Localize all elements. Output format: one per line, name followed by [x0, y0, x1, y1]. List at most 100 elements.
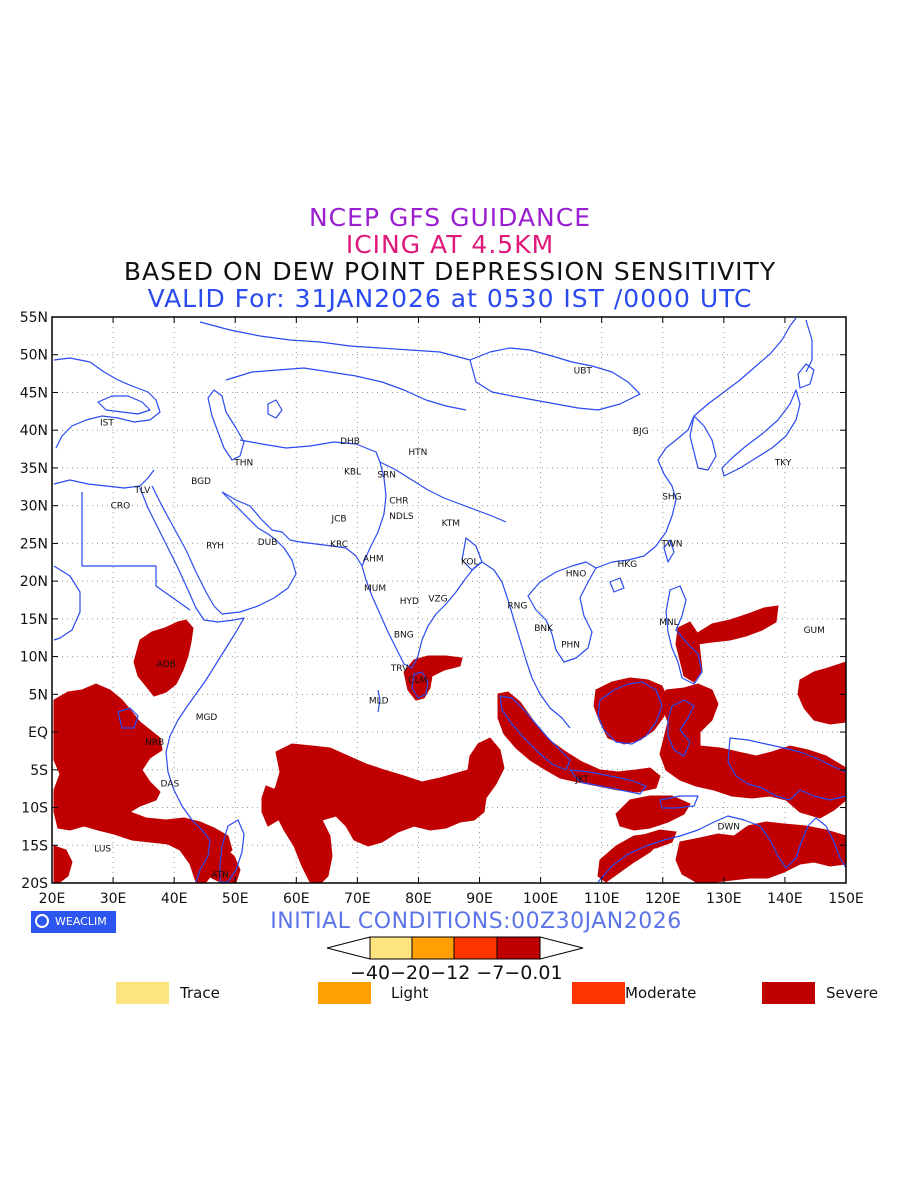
- coast-sumatra: [499, 695, 571, 771]
- legend-label-severe: Severe: [826, 984, 878, 1002]
- coast-horn-africa: [165, 617, 245, 841]
- lon-label: 50E: [222, 891, 249, 907]
- city-label: DWN: [717, 822, 740, 832]
- city-label: HYD: [400, 597, 419, 607]
- city-label: IST: [100, 419, 114, 429]
- lat-label: 5N: [29, 687, 48, 703]
- city-label: TWN: [660, 539, 682, 549]
- coast-red-sea-west: [139, 487, 205, 621]
- title-line-4: VALID For: 31JAN2026 at 0530 IST /0000 U…: [147, 284, 753, 313]
- city-label: DHB: [340, 437, 360, 447]
- lon-label: 70E: [344, 891, 371, 907]
- coast-persian-gulf: [221, 491, 301, 543]
- colorbar-segment-moderate: [453, 936, 498, 960]
- city-label: KBL: [344, 468, 361, 478]
- city-label: MNL: [659, 618, 679, 628]
- city-label: KRC: [330, 540, 348, 550]
- city-label: JCB: [330, 514, 346, 524]
- lon-label: 100E: [523, 891, 559, 907]
- city-label: BNG: [394, 631, 414, 641]
- lat-label: 45N: [20, 385, 48, 401]
- city-label: MGD: [196, 713, 218, 723]
- colorbar: [326, 936, 584, 960]
- city-label: UBT: [574, 367, 593, 377]
- coast-europe-turkey: [53, 357, 161, 449]
- coast-indochina: [527, 561, 597, 663]
- city-label: VZG: [428, 594, 447, 604]
- lon-label: 40E: [161, 891, 188, 907]
- lat-label: 40N: [20, 423, 48, 439]
- coast-new-guinea: [727, 737, 846, 801]
- city-label: BNK: [534, 624, 554, 634]
- icing-region-sri-lanka: [403, 655, 463, 701]
- city-label: CHR: [389, 496, 408, 506]
- city-label: BJG: [633, 427, 649, 437]
- lat-label: 35N: [20, 461, 48, 477]
- lat-label: 15S: [21, 838, 48, 854]
- colorbar-tick-labels: −40−20−12 −7−0.01: [350, 962, 563, 984]
- city-label: MLD: [369, 696, 389, 706]
- legend-swatch-severe: [762, 982, 815, 1004]
- city-label: SRN: [377, 471, 396, 481]
- city-label: TKY: [774, 459, 792, 469]
- coast-maldives: [377, 689, 381, 713]
- map-frame: [51, 316, 847, 884]
- title-line-3: BASED ON DEW POINT DEPRESSION SENSITIVIT…: [123, 257, 777, 286]
- lat-label: 20S: [21, 876, 48, 892]
- city-label: TLV: [134, 486, 152, 496]
- city-label: KTM: [442, 519, 460, 529]
- icing-region-indian-ocean-west: [261, 785, 283, 827]
- city-label: GUM: [804, 626, 825, 636]
- lon-label: 60E: [283, 891, 310, 907]
- icing-regions: [53, 605, 846, 883]
- legend-swatch-trace: [116, 982, 169, 1004]
- icing-region-southern-africa: [53, 845, 73, 883]
- city-label: DAS: [161, 779, 180, 789]
- icing-region-sulawesi: [659, 683, 846, 819]
- coastlines: [53, 317, 846, 883]
- colorbar-segment-severe: [496, 936, 541, 960]
- title-line-1: NCEP GFS GUIDANCE: [308, 203, 591, 232]
- coast-china: [595, 415, 695, 569]
- coast-japan: [721, 389, 801, 477]
- city-label: NRB: [145, 738, 164, 748]
- lat-label: 50N: [20, 348, 48, 364]
- coast-lake-victoria: [117, 707, 139, 729]
- coast-timor: [659, 795, 699, 809]
- border-india: [361, 461, 387, 567]
- longitude-labels: 20E 30E 40E 50E 60E 70E 80E 90E 100E 110E 120E 130E…: [39, 891, 864, 907]
- coast-mozambique: [195, 839, 211, 883]
- icing-region-mozambique: [195, 839, 241, 883]
- city-label: BGD: [191, 477, 211, 487]
- coast-sri-lanka: [411, 671, 429, 699]
- city-label: RYH: [206, 542, 224, 552]
- city-label: ATN: [211, 871, 229, 881]
- legend-label-moderate: Moderate: [625, 984, 697, 1002]
- icing-map: 55N 50N 45N 40N 35N 30N 25N 20N 15N 10N 5N EQ 5S 10S 1…: [20, 310, 864, 960]
- icing-region-banda-sea: [615, 795, 691, 831]
- coast-sakhalin: [805, 319, 813, 373]
- coast-philippines: [665, 585, 703, 685]
- coast-australia-north: [597, 815, 846, 883]
- city-label: MUM: [364, 584, 386, 594]
- weaclim-logo: WEACLIM: [31, 911, 116, 933]
- lon-label: 120E: [645, 891, 681, 907]
- colorbar-segment-light: [411, 936, 455, 960]
- legend-swatch-moderate: [572, 982, 625, 1004]
- city-labels: UBT BJG TKY SHG TWN HKG HNO MNL GUM BNK PHN RNG JKT D…: [94, 367, 825, 881]
- coast-red-sea-east: [151, 485, 223, 615]
- coast-levant-egypt: [53, 469, 155, 489]
- colorbar-segment-trace: [369, 936, 413, 960]
- lat-label: 10S: [21, 801, 48, 817]
- coast-hokkaido: [797, 363, 815, 389]
- lon-label: 30E: [100, 891, 127, 907]
- title-line-2: ICING AT 4.5KM: [345, 230, 555, 259]
- coast-africa-west: [53, 565, 81, 641]
- city-label: PHN: [561, 641, 580, 651]
- city-label: DUB: [258, 538, 278, 548]
- border-bangladesh: [461, 537, 483, 571]
- coast-myanmar-malaya: [481, 561, 571, 729]
- city-label: CRO: [111, 502, 131, 512]
- border-central-asia: [239, 439, 381, 463]
- coast-borneo: [597, 681, 663, 745]
